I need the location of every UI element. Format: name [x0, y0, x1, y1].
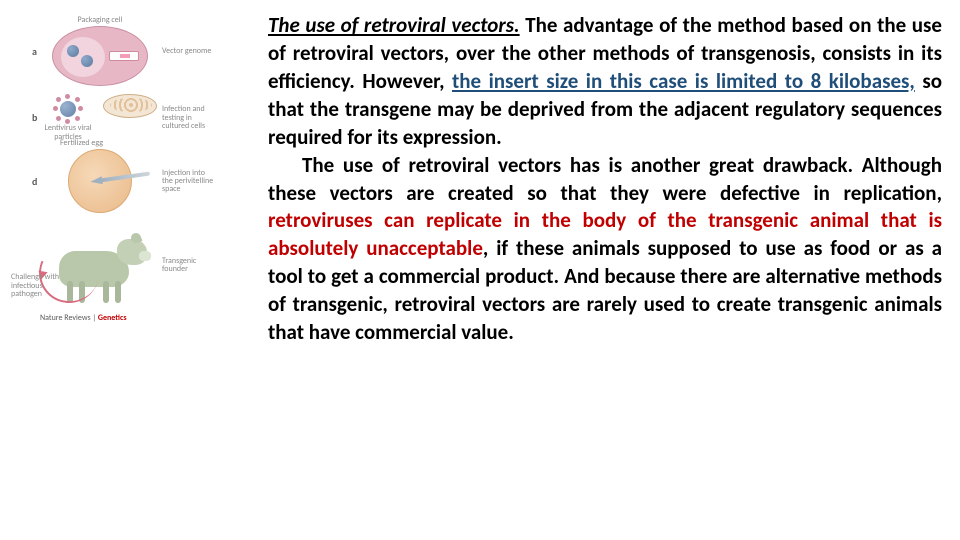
panel-label: a — [32, 45, 42, 58]
infection-caption: Infection and testing in cultured cells — [158, 105, 214, 130]
retroviral-vector-figure: a Packaging cell Vector genome b — [28, 8, 218, 327]
vector-genome-caption: Vector genome — [158, 47, 214, 55]
text-column: The use of retroviral vectors. The advan… — [238, 8, 942, 532]
panel-art: Packaging cell — [42, 16, 158, 86]
panel-label: b — [32, 111, 42, 124]
founder-caption: Transgenic founder — [158, 257, 214, 274]
paragraph-1: The use of retroviral vectors. The advan… — [268, 12, 942, 152]
challenge-caption: Challenge with infectious pathogen — [11, 273, 65, 298]
figure-source-pre: Nature Reviews | — [40, 313, 98, 323]
figure-panel-founder: Challenge with infectious pathogen Trans… — [32, 221, 214, 309]
slide-layout: a Packaging cell Vector genome b — [0, 0, 960, 540]
p2-seg-a: The use of retroviral vectors has is ano… — [268, 152, 942, 206]
panel-label: d — [32, 175, 42, 188]
insert-size-highlight: the insert size in this case is limited … — [452, 68, 915, 94]
transgenic-animal-icon: Challenge with infectious pathogen — [45, 221, 155, 309]
panel-art: Challenge with infectious pathogen — [42, 221, 158, 309]
viral-particle-icon — [53, 94, 83, 124]
figure-panel-b: b Lenti — [32, 94, 214, 141]
packaging-cell-caption: Packaging cell — [78, 16, 123, 24]
figure-panel-d: d Fertilized egg Injection into the peri… — [32, 149, 214, 213]
panel-art: Lentivirus viral particles — [42, 94, 158, 141]
figure-column: a Packaging cell Vector genome b — [8, 8, 238, 532]
figure-panel-a: a Packaging cell Vector genome — [32, 16, 214, 86]
paragraph-2: The use of retroviral vectors has is ano… — [268, 152, 942, 347]
culture-dish-icon — [103, 94, 157, 118]
figure-source-brand: Genetics — [98, 313, 127, 323]
fertilized-egg-caption: Fertilized egg — [60, 139, 110, 147]
figure-source: Nature Reviews | Genetics — [32, 313, 214, 323]
packaging-cell-icon — [52, 26, 148, 86]
panel-art: Fertilized egg — [42, 149, 158, 213]
injection-caption: Injection into the perivitelline space — [158, 169, 214, 194]
section-title: The use of retroviral vectors. — [268, 12, 520, 38]
